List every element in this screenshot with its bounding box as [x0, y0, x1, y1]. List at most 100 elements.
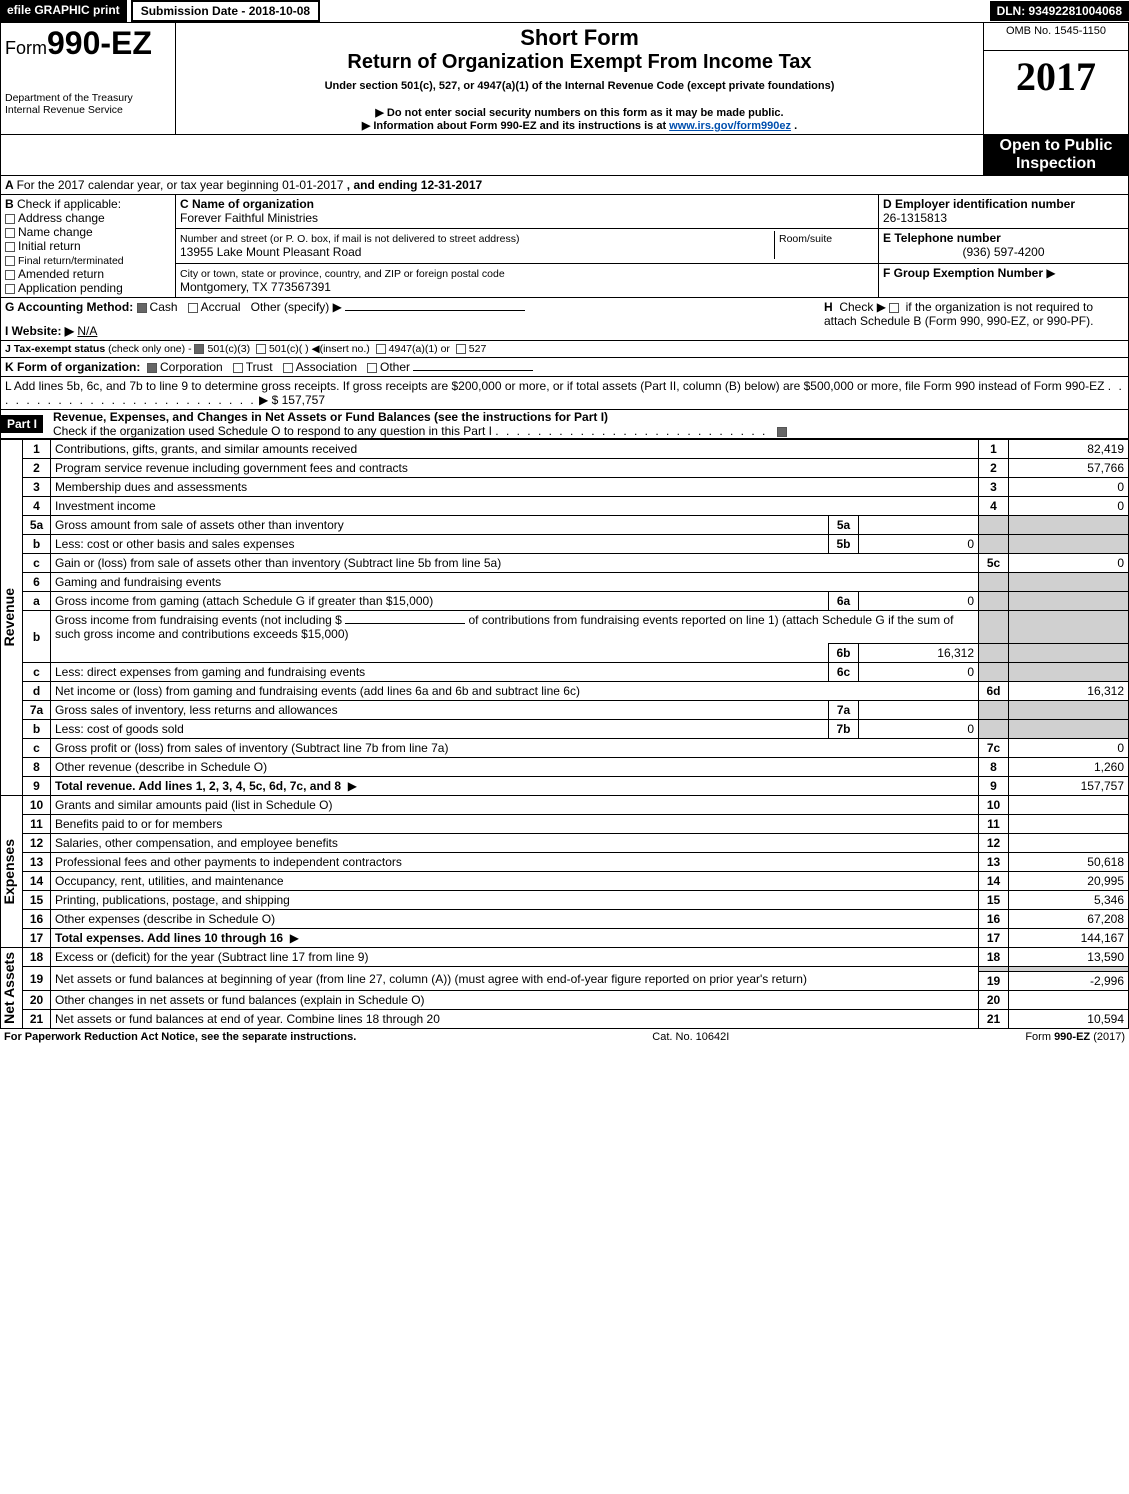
line-11: 11Benefits paid to or for members11	[1, 815, 1129, 834]
chk-4947[interactable]	[376, 344, 386, 354]
l12-box: 12	[979, 834, 1009, 853]
line-6: 6 Gaming and fundraising events	[1, 573, 1129, 592]
arrow-icon	[362, 120, 374, 132]
form-prefix: Form	[5, 38, 47, 58]
chk-final-return[interactable]	[5, 256, 15, 266]
l18-num: 18	[23, 948, 51, 967]
l1-num: 1	[23, 440, 51, 459]
chk-corp[interactable]	[147, 363, 157, 373]
chk-assoc[interactable]	[283, 363, 293, 373]
l7b-ibox: 7b	[829, 720, 859, 739]
line-6a: a Gross income from gaming (attach Sched…	[1, 592, 1129, 611]
l13-num: 13	[23, 853, 51, 872]
k-other-input[interactable]	[413, 370, 533, 371]
l15-num: 15	[23, 891, 51, 910]
chk-501c[interactable]	[256, 344, 266, 354]
instructions-link[interactable]: www.irs.gov/form990ez	[669, 120, 791, 132]
top-bar: efile GRAPHIC print Submission Date - 20…	[0, 0, 1129, 22]
l6c-ibox: 6c	[829, 663, 859, 682]
section-gh: G Accounting Method: Cash Accrual Other …	[0, 298, 1129, 341]
line-2: 2 Program service revenue including gove…	[1, 459, 1129, 478]
part1-title: Revenue, Expenses, and Changes in Net As…	[53, 410, 608, 424]
l-arrow-icon: ▶	[259, 393, 268, 407]
tax-year: 2017	[984, 50, 1129, 134]
chk-cash[interactable]	[137, 303, 147, 313]
footer-right-pre: Form	[1025, 1031, 1054, 1043]
line-5a: 5a Gross amount from sale of assets othe…	[1, 516, 1129, 535]
l13-desc: Professional fees and other payments to …	[55, 855, 402, 869]
l3-box: 3	[979, 478, 1009, 497]
l3-desc: Membership dues and assessments	[55, 480, 247, 494]
l4-num: 4	[23, 497, 51, 516]
page-footer: For Paperwork Reduction Act Notice, see …	[0, 1029, 1129, 1045]
l20-num: 20	[23, 991, 51, 1010]
l9-desc: Total revenue. Add lines 1, 2, 3, 4, 5c,…	[55, 779, 341, 793]
chk-application-pending[interactable]	[5, 284, 15, 294]
line-7b: b Less: cost of goods sold 7b 0	[1, 720, 1129, 739]
l6a-desc: Gross income from gaming (attach Schedul…	[55, 594, 433, 608]
b-initial: Initial return	[18, 239, 81, 253]
l5a-num: 5a	[23, 516, 51, 535]
phone-value: (936) 597-4200	[883, 245, 1124, 259]
chk-schedule-o[interactable]	[777, 427, 787, 437]
chk-initial-return[interactable]	[5, 242, 15, 252]
l6a-iv: 0	[859, 592, 979, 611]
l6-desc: Gaming and fundraising events	[55, 575, 221, 589]
l6d-amt: 16,312	[1009, 682, 1129, 701]
l6a-num: a	[23, 592, 51, 611]
shade-cell	[979, 573, 1009, 592]
chk-address-change[interactable]	[5, 214, 15, 224]
line-7c: c Gross profit or (loss) from sales of i…	[1, 739, 1129, 758]
website-value: N/A	[77, 324, 97, 338]
l6d-box: 6d	[979, 682, 1009, 701]
form-990ez: 990-EZ	[47, 25, 152, 61]
chk-accrual[interactable]	[188, 303, 198, 313]
line-17: 17Total expenses. Add lines 10 through 1…	[1, 929, 1129, 948]
line-8: 8 Other revenue (describe in Schedule O)…	[1, 758, 1129, 777]
l7c-amt: 0	[1009, 739, 1129, 758]
g-accrual: Accrual	[201, 300, 241, 314]
shade-cell	[1009, 720, 1129, 739]
e-label: E Telephone number	[883, 231, 1001, 245]
b-pending: Application pending	[18, 281, 123, 295]
l20-desc: Other changes in net assets or fund bala…	[55, 993, 425, 1007]
l10-amt	[1009, 796, 1129, 815]
f-label: F Group Exemption Number	[883, 266, 1043, 280]
chk-527[interactable]	[456, 344, 466, 354]
shade-cell	[979, 663, 1009, 682]
l14-amt: 20,995	[1009, 872, 1129, 891]
line-3: 3 Membership dues and assessments 3 0	[1, 478, 1129, 497]
l13-box: 13	[979, 853, 1009, 872]
chk-trust[interactable]	[233, 363, 243, 373]
l7a-desc: Gross sales of inventory, less returns a…	[55, 703, 338, 717]
chk-h[interactable]	[889, 303, 899, 313]
chk-501c3[interactable]	[194, 344, 204, 354]
l7b-desc: Less: cost of goods sold	[55, 722, 184, 736]
chk-other-org[interactable]	[367, 363, 377, 373]
part1-tag: Part I	[1, 415, 43, 433]
j-o2: 501(c)( ) ◀(insert no.)	[269, 343, 370, 355]
shade-cell	[1009, 535, 1129, 554]
chk-amended-return[interactable]	[5, 270, 15, 280]
l19-desc: Net assets or fund balances at beginning…	[55, 972, 807, 986]
j-o1: 501(c)(3)	[207, 343, 250, 355]
g-other-input[interactable]	[345, 310, 525, 311]
shade-cell	[979, 516, 1009, 535]
k-assoc: Association	[296, 360, 357, 374]
efile-print-button[interactable]: efile GRAPHIC print	[0, 0, 127, 22]
l5b-desc: Less: cost or other basis and sales expe…	[55, 537, 294, 551]
l21-box: 21	[979, 1010, 1009, 1029]
dots-icon	[495, 424, 767, 438]
l6b-input[interactable]	[345, 623, 465, 624]
l7b-num: b	[23, 720, 51, 739]
title-short-form: Short Form	[180, 25, 979, 51]
l5b-ibox: 5b	[829, 535, 859, 554]
chk-name-change[interactable]	[5, 228, 15, 238]
l6c-desc: Less: direct expenses from gaming and fu…	[55, 665, 365, 679]
l14-num: 14	[23, 872, 51, 891]
l7c-desc: Gross profit or (loss) from sales of inv…	[55, 741, 448, 755]
j-label: J Tax-exempt status	[5, 343, 105, 355]
l10-box: 10	[979, 796, 1009, 815]
line-21: 21Net assets or fund balances at end of …	[1, 1010, 1129, 1029]
h-check: Check ▶	[839, 300, 886, 314]
